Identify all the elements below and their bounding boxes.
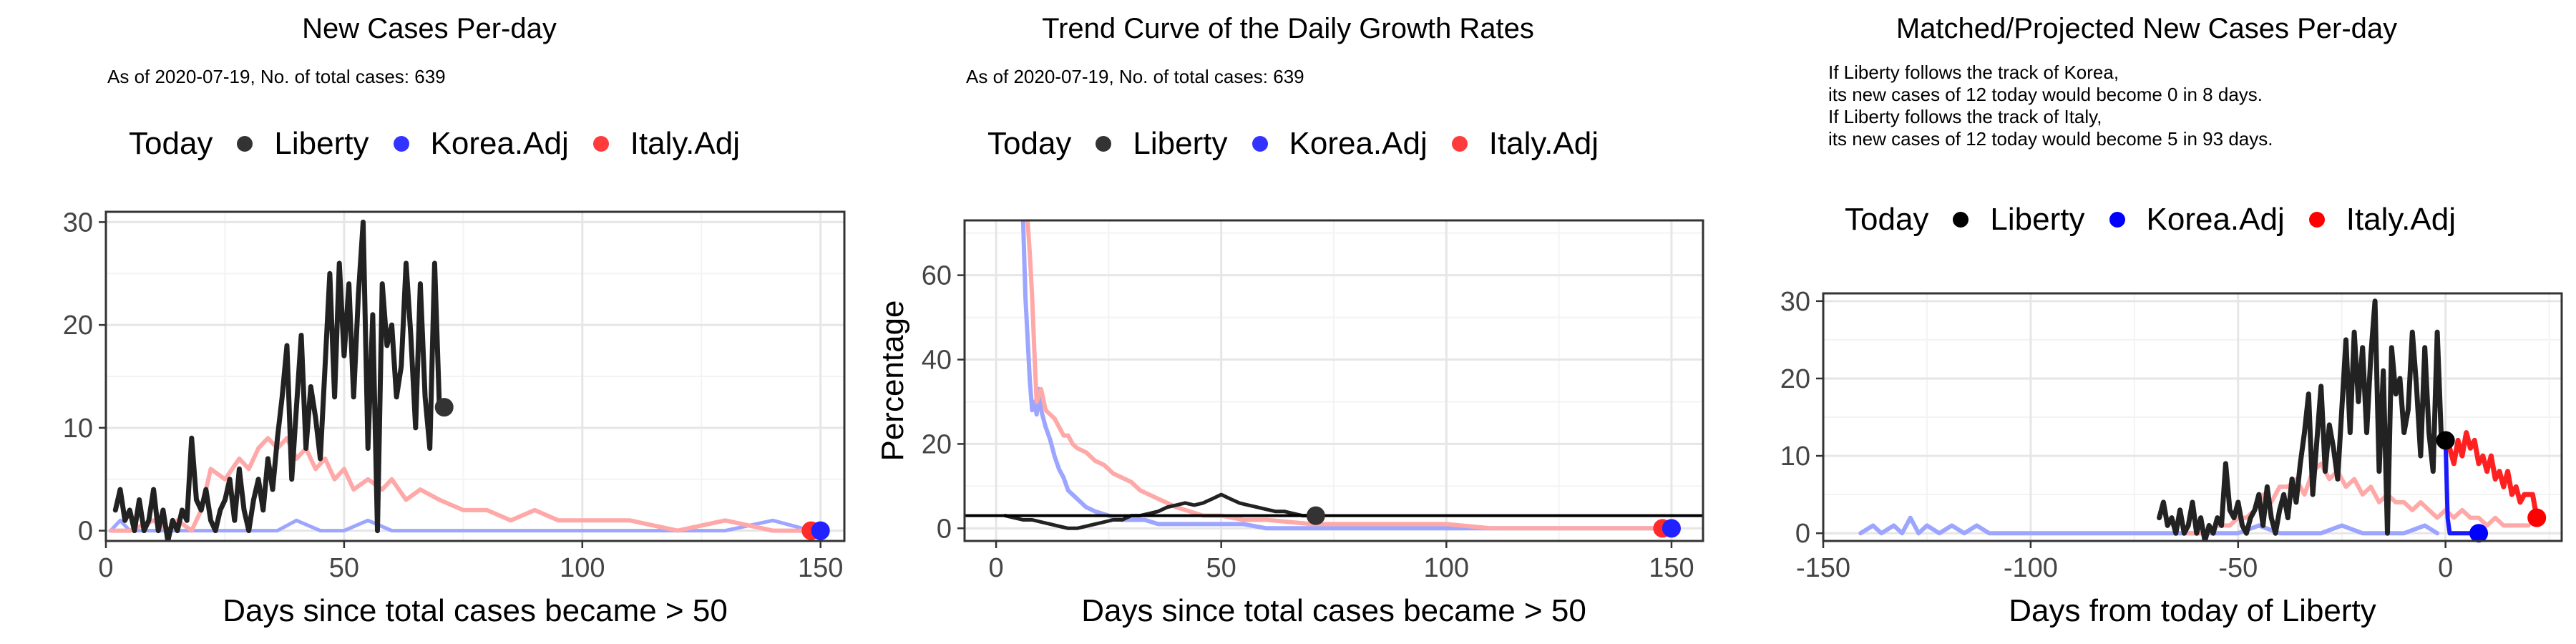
x-axis-label: Days from today of Liberty xyxy=(2009,593,2376,628)
series-line-liberty xyxy=(1003,492,1318,530)
series-line-italy-adj xyxy=(1025,220,1665,531)
legend-dot-icon xyxy=(1252,136,1268,152)
plot-border xyxy=(1822,292,2563,542)
y-tick-label: 10 xyxy=(1780,441,1810,472)
legend-item-italy: Italy.Adj xyxy=(592,126,740,162)
legend-title: Today xyxy=(987,126,1072,161)
legend-item-korea: Korea.Adj xyxy=(1252,126,1428,162)
legend-dot-icon xyxy=(237,136,253,152)
plot-new-cases: 0 50 100 150 0 10 20 30 Days since total cases b… xyxy=(63,208,846,628)
plot-border xyxy=(104,210,846,542)
x-tick-label: 50 xyxy=(1206,553,1236,583)
legend-item-liberty: Liberty xyxy=(1953,202,2085,238)
chart-title: Matched/Projected New Cases Per-day xyxy=(1896,13,2398,44)
y-tick-label: 20 xyxy=(63,311,93,341)
y-tick-label: 20 xyxy=(922,429,952,459)
y-tick-label: 30 xyxy=(1780,287,1810,317)
series-line-italy-adj-projected- xyxy=(2443,430,2540,521)
chart-subtitle: As of 2020-07-19, No. of total cases: 63… xyxy=(966,66,1304,87)
today-point-italy-adj xyxy=(2527,508,2547,527)
today-point-liberty xyxy=(2436,431,2455,450)
x-tick-label: 0 xyxy=(2438,553,2453,583)
legend-dot-icon xyxy=(1096,136,1112,152)
y-tick-label: 20 xyxy=(1780,364,1810,394)
legend-dot-icon xyxy=(592,136,609,152)
y-tick-label: 0 xyxy=(78,517,93,547)
today-point-liberty xyxy=(1306,506,1325,525)
legend-item-korea: Korea.Adj xyxy=(2109,202,2285,238)
series-line-korea-adj-matched- xyxy=(1858,515,2440,536)
y-tick-label: 0 xyxy=(1795,519,1810,549)
chart-subtitle: As of 2020-07-19, No. of total cases: 63… xyxy=(107,66,446,87)
y-tick-label: 40 xyxy=(922,346,952,376)
today-point-liberty xyxy=(434,398,454,417)
panel-growth-rates: Trend Curve of the Daily Growth Rates As… xyxy=(859,0,1717,644)
series-line-liberty xyxy=(2157,298,2449,541)
panel-projected-cases: Matched/Projected New Cases Per-day If L… xyxy=(1717,0,2576,644)
x-tick-label: 0 xyxy=(988,553,1003,583)
legend-dot-icon xyxy=(2109,212,2125,228)
x-tick-label: -50 xyxy=(2218,553,2258,583)
legend-item-liberty: Liberty xyxy=(237,126,369,162)
legend-dot-icon xyxy=(1451,136,1468,152)
x-tick-label: -100 xyxy=(2004,553,2058,583)
legend-item-liberty: Liberty xyxy=(1096,126,1228,162)
y-tick-label: 30 xyxy=(63,208,93,238)
plot-border xyxy=(963,219,1704,542)
x-tick-label: 150 xyxy=(798,553,843,583)
chart-title: New Cases Per-day xyxy=(302,13,557,44)
y-tick-label: 60 xyxy=(922,261,952,291)
x-axis-label: Days since total cases became > 50 xyxy=(223,593,728,628)
legend-dot-icon xyxy=(2308,212,2325,228)
legend-item-italy: Italy.Adj xyxy=(2308,202,2456,238)
series-line-liberty xyxy=(112,219,447,541)
chart-title: Trend Curve of the Daily Growth Rates xyxy=(1042,13,1534,44)
chart-subtitle: If Liberty follows the track of Korea, i… xyxy=(1828,62,2273,150)
legend-item-korea: Korea.Adj xyxy=(393,126,569,162)
legend-dot-icon xyxy=(1953,212,1969,228)
legend-item-italy: Italy.Adj xyxy=(1451,126,1599,162)
y-tick-label: 10 xyxy=(63,414,93,444)
legend: Today Liberty Korea.Adj Italy.Adj xyxy=(1845,202,2480,238)
series-line-korea-adj xyxy=(1020,220,1674,531)
legend: Today Liberty Korea.Adj Italy.Adj xyxy=(129,126,764,162)
today-point-korea-adj xyxy=(811,521,830,540)
x-tick-label: 0 xyxy=(98,553,113,583)
x-tick-label: 50 xyxy=(329,553,359,583)
legend-title: Today xyxy=(129,126,213,161)
panel-new-cases: New Cases Per-day As of 2020-07-19, No. … xyxy=(0,0,859,644)
plot-growth-rates: 0 50 100 150 0 20 40 60 Days since total cases b… xyxy=(875,219,1704,628)
series-line-italy-adj xyxy=(108,436,814,533)
x-tick-label: 150 xyxy=(1649,553,1694,583)
today-point-korea-adj xyxy=(1662,519,1681,538)
legend: Today Liberty Korea.Adj Italy.Adj xyxy=(987,126,1623,162)
legend-title: Today xyxy=(1845,202,1929,237)
series-line-korea-adj xyxy=(109,518,823,533)
plot-projected-cases: -150 -100 -50 0 0 10 20 30 Days from today of Li… xyxy=(1780,287,2563,628)
today-point-korea-adj xyxy=(2469,524,2489,543)
y-tick-label: 0 xyxy=(937,514,952,544)
legend-dot-icon xyxy=(393,136,409,152)
x-tick-label: -150 xyxy=(1796,553,1850,583)
x-tick-label: 100 xyxy=(560,553,605,583)
x-axis-label: Days since total cases became > 50 xyxy=(1081,593,1586,628)
y-axis-label: Percentage xyxy=(875,300,910,461)
x-tick-label: 100 xyxy=(1424,553,1469,583)
